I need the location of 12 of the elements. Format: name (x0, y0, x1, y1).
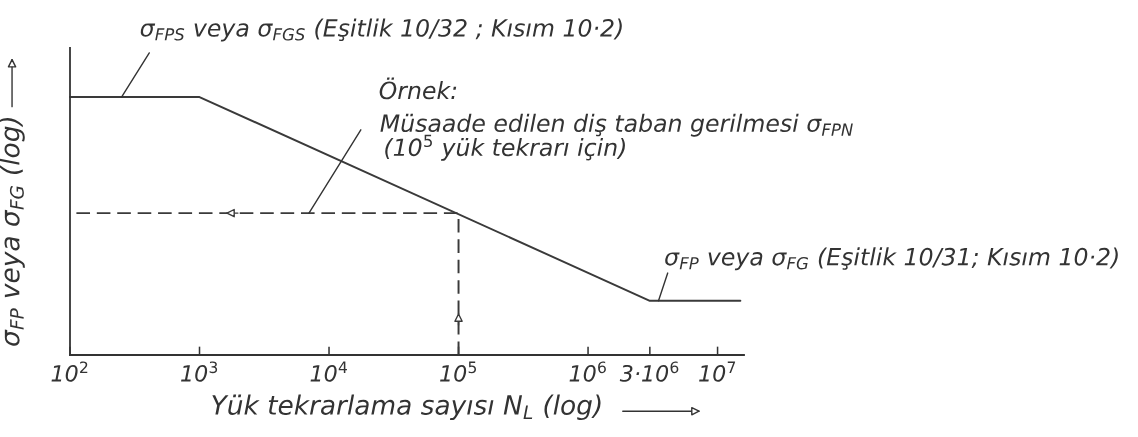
annotation: σ$_{FP}$ veya σ$_{FG}$ (Eşitlik 10/31; Kısım 10·2) (665, 247, 1118, 271)
x-tick-label: 10$^{5}$ (440, 361, 477, 382)
x-tick-label: 3·10$^{6}$ (619, 361, 679, 382)
x-tick-label: 10$^{2}$ (51, 361, 88, 382)
x-axis-title: Yük tekrarlama sayısı N$_{L}$ (log) (212, 394, 601, 421)
x-tick-label: 10$^{3}$ (181, 361, 218, 382)
annotation: Örnek: (379, 77, 457, 100)
y-axis-title: σ$_{FP}$ veya σ$_{FG}$ (log) (0, 117, 25, 346)
x-tick-label: 10$^{4}$ (310, 361, 347, 382)
annotation: σ$_{FPS}$ veya σ$_{FGS}$ (Eşitlik 10/32 ; Kısım 10·2) (140, 18, 622, 42)
x-tick-label: 10$^{6}$ (569, 361, 606, 382)
x-tick-label: 10$^{7}$ (699, 361, 736, 382)
